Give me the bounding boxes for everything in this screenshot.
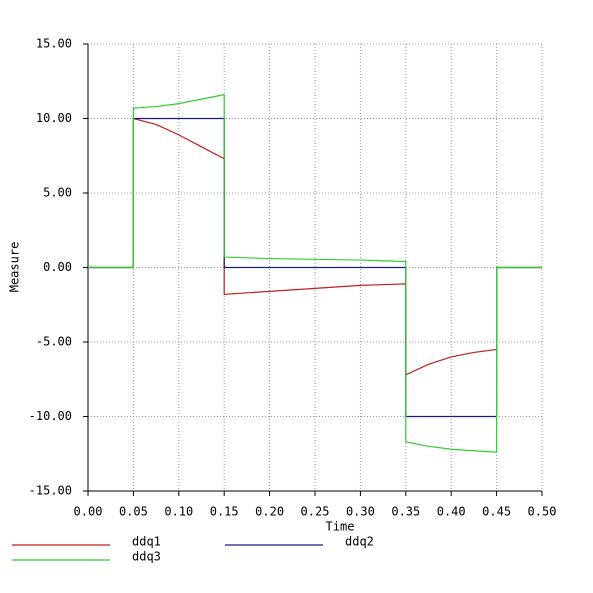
y-axis-label: Measure [8,242,22,293]
x-tick-label: 0.40 [437,505,466,519]
x-tick-label: 0.25 [301,505,330,519]
x-tick-label: 0.50 [528,505,557,519]
y-tick-label: -10.00 [29,409,72,423]
x-tick-label: 0.45 [482,505,511,519]
y-tick-label: 15.00 [36,37,72,51]
y-tick-label: -15.00 [29,484,72,498]
x-tick-label: 0.30 [346,505,375,519]
x-axis-label: Time [326,520,355,534]
x-tick-label: 0.10 [164,505,193,519]
legend-label: ddq2 [345,535,374,549]
x-tick-label: 0.20 [255,505,284,519]
y-tick-label: 5.00 [43,186,72,200]
y-tick-label: -5.00 [36,335,72,349]
y-tick-label: 0.00 [43,260,72,274]
x-tick-label: 0.35 [391,505,420,519]
legend-label: ddq3 [132,550,161,564]
x-tick-label: 0.00 [74,505,103,519]
x-tick-label: 0.05 [119,505,148,519]
series-line [88,93,542,453]
x-tick-label: 0.15 [210,505,239,519]
series-line [88,117,542,376]
series-line [88,117,542,418]
y-tick-label: 10.00 [36,111,72,125]
legend-label: ddq1 [132,535,161,549]
